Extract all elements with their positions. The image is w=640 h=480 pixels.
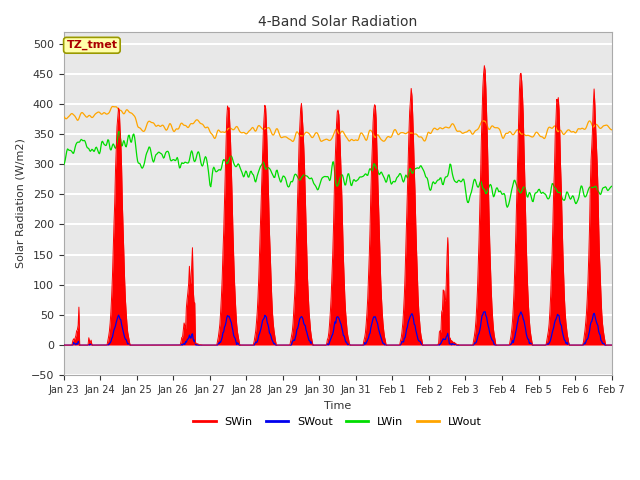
Legend: SWin, SWout, LWin, LWout: SWin, SWout, LWin, LWout	[189, 413, 486, 432]
Title: 4-Band Solar Radiation: 4-Band Solar Radiation	[258, 15, 417, 29]
Text: TZ_tmet: TZ_tmet	[67, 40, 117, 50]
Y-axis label: Solar Radiation (W/m2): Solar Radiation (W/m2)	[15, 138, 25, 268]
X-axis label: Time: Time	[324, 400, 351, 410]
